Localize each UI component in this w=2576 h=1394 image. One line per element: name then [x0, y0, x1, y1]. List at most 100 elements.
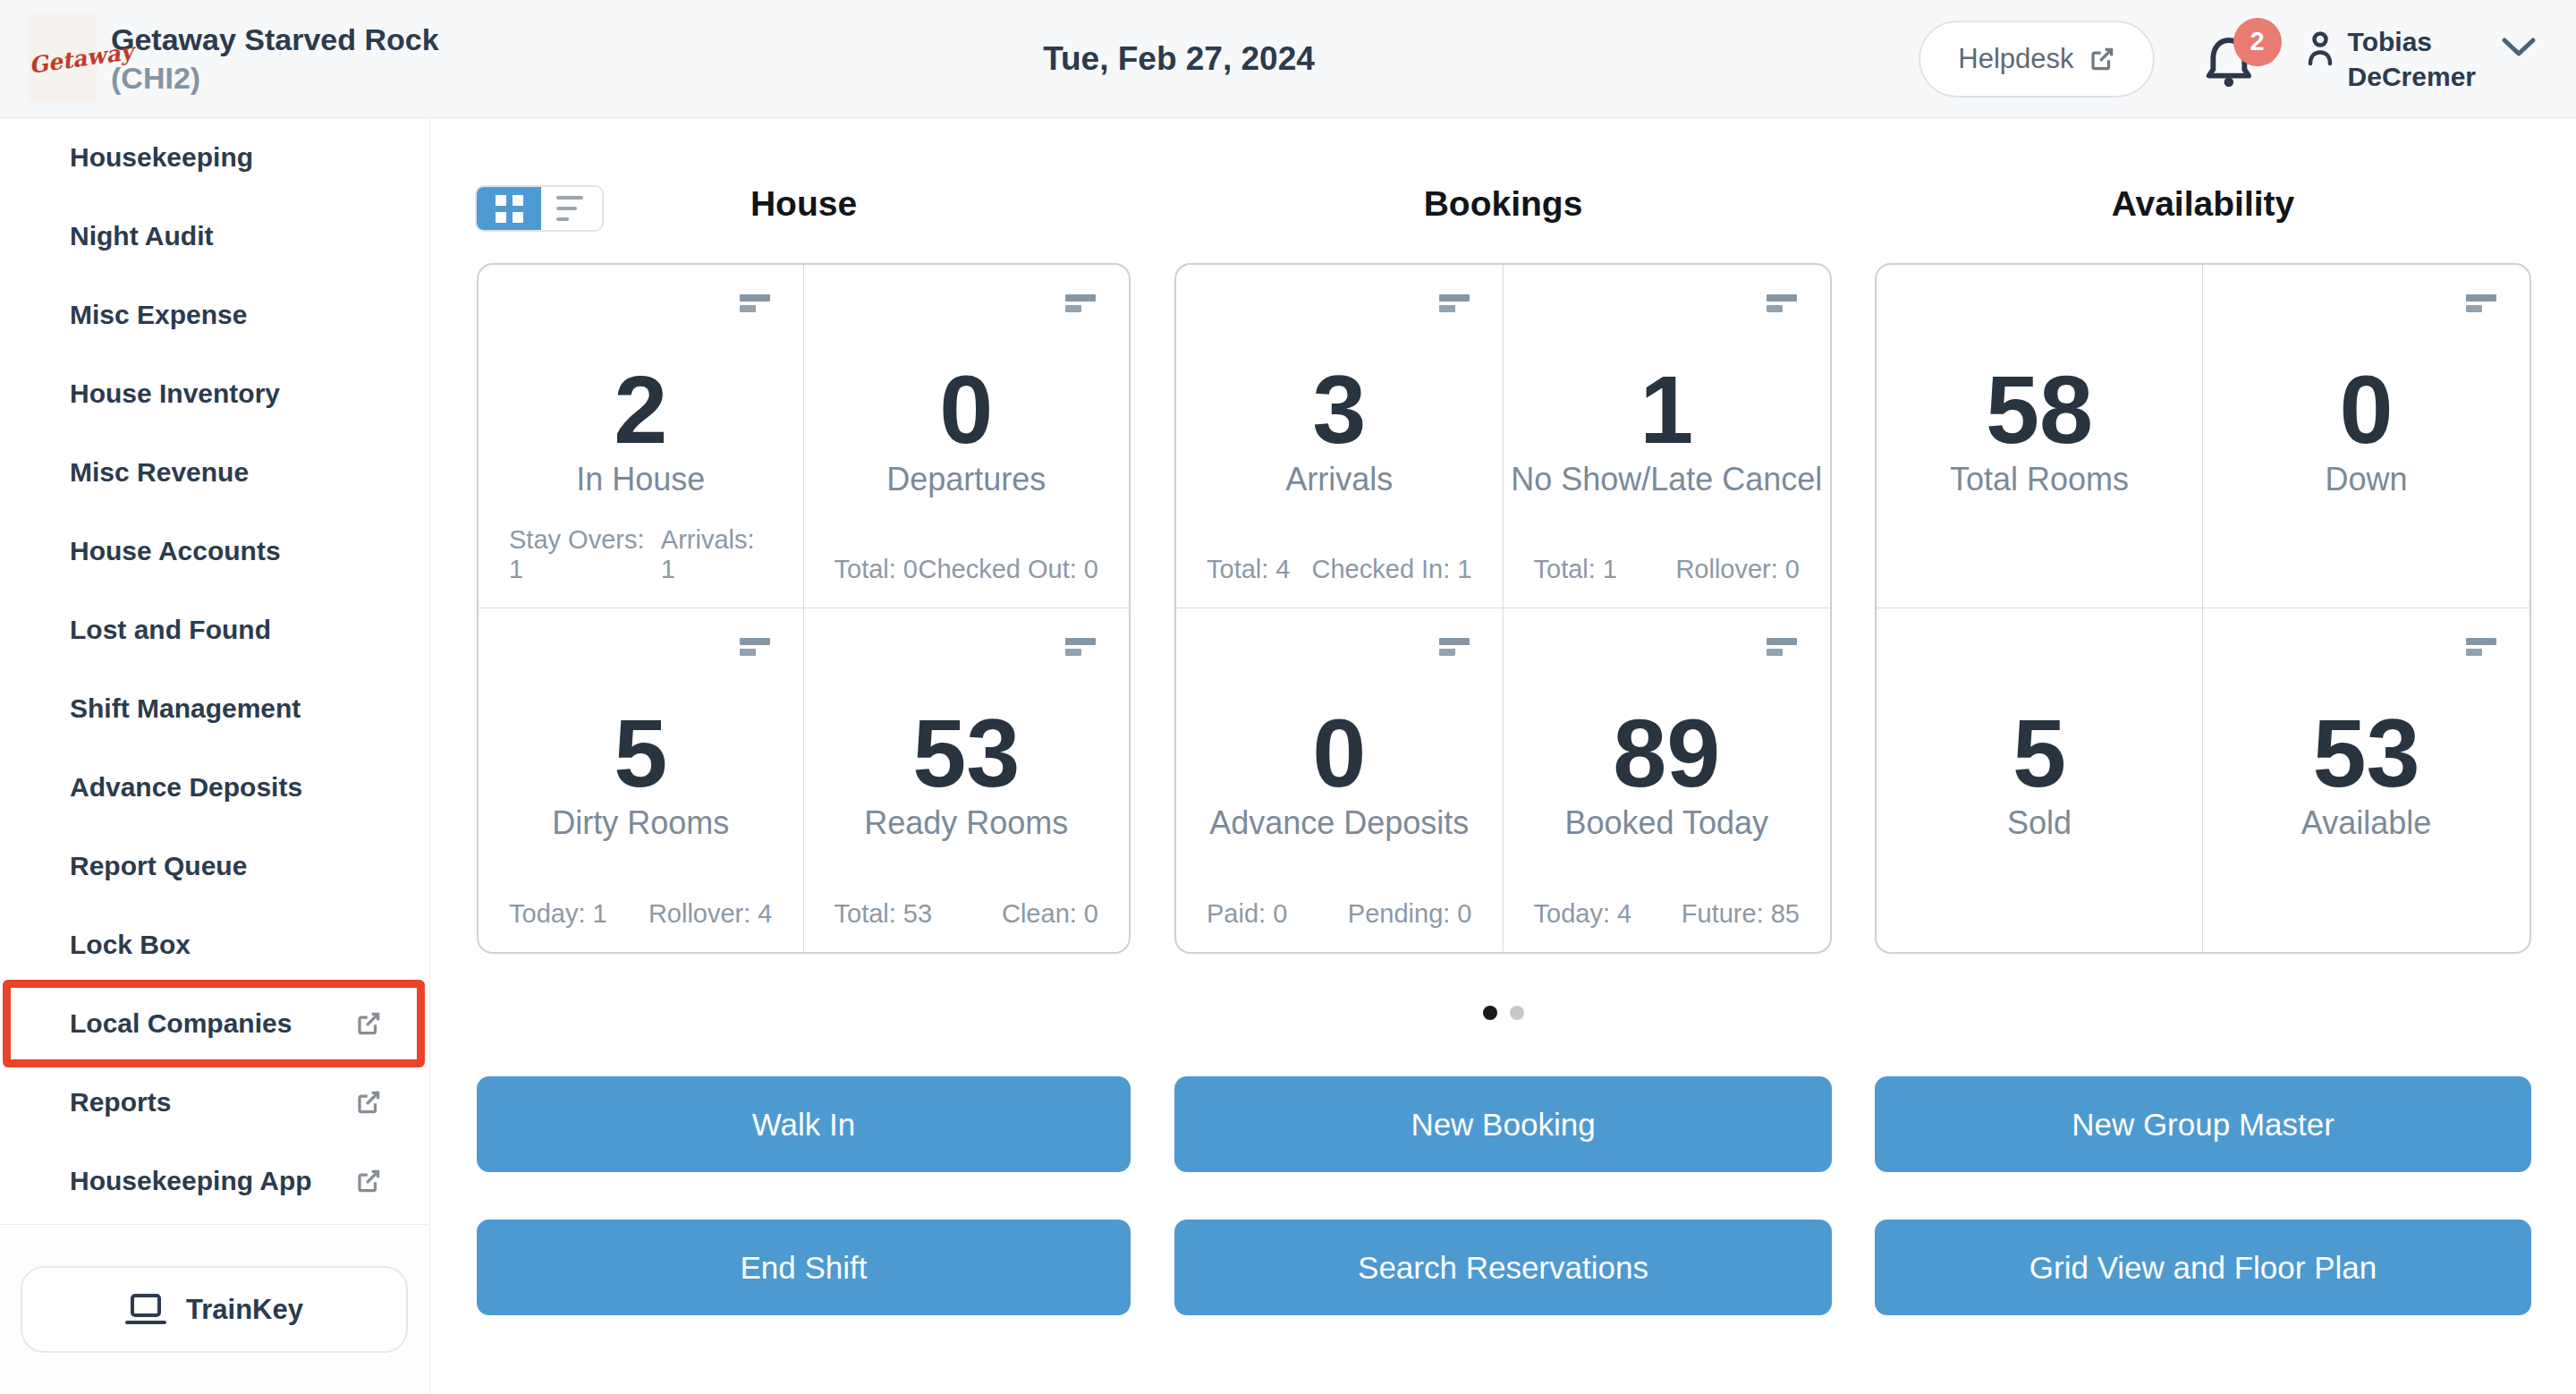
end-shift-button[interactable]: End Shift: [477, 1220, 1131, 1315]
user-last-name: DeCremer: [2348, 59, 2476, 94]
stat-card: 0 Down: [2203, 265, 2529, 608]
card-label: Ready Rooms: [804, 804, 1130, 842]
stat-card: 89 Booked Today Today: 4 Future: 85: [1504, 608, 1831, 952]
sidebar-item-reports[interactable]: Reports: [0, 1063, 428, 1142]
card-stats: Today: 4 Future: 85: [1534, 899, 1801, 929]
notifications-bell[interactable]: 2: [2205, 30, 2255, 88]
sidebar-item-advance-deposits[interactable]: Advance Deposits: [0, 748, 428, 827]
card-value: 1: [1504, 361, 1831, 458]
external-link-icon: [355, 1010, 382, 1037]
card-value: 53: [804, 705, 1130, 802]
card-stat-right: Clean: 0: [1002, 899, 1098, 929]
section-col-1: Bookings 3 Arrivals Total: 4 Checked In:…: [1174, 118, 1832, 1394]
sidebar-item-housekeeping-app[interactable]: Housekeeping App: [0, 1142, 428, 1220]
sidebar-item-shift-management[interactable]: Shift Management: [0, 669, 428, 748]
card-stats: Today: 1 Rollover: 4: [509, 899, 773, 929]
notification-badge: 2: [2233, 18, 2282, 66]
card-grid: 2 In House Stay Overs: 1 Arrivals: 1 0 D…: [477, 263, 1131, 954]
sidebar-item-night-audit[interactable]: Night Audit: [0, 197, 428, 276]
card-menu-icon[interactable]: [2466, 294, 2496, 312]
card-menu-icon[interactable]: [740, 294, 770, 312]
card-value: 0: [2203, 361, 2529, 458]
card-label: Sold: [1877, 804, 2202, 842]
sidebar-item-lock-box[interactable]: Lock Box: [0, 905, 428, 984]
card-label: Advance Deposits: [1176, 804, 1503, 842]
sidebar-item-house-accounts[interactable]: House Accounts: [0, 512, 428, 591]
page-dot[interactable]: [1483, 1006, 1497, 1020]
card-stat-right: Rollover: 4: [648, 899, 773, 929]
sidebar-item-label: Reports: [70, 1087, 171, 1118]
card-menu-icon[interactable]: [1767, 294, 1797, 312]
sidebar-item-label: Shift Management: [70, 693, 301, 724]
user-name: Tobias DeCremer: [2348, 24, 2476, 94]
getaway-logo: Getaway: [29, 15, 97, 103]
sidebar-item-label: Report Queue: [70, 851, 247, 881]
card-value: 0: [1176, 705, 1503, 802]
sidebar-item-label: Housekeeping App: [70, 1166, 312, 1196]
sidebar-item-house-inventory[interactable]: House Inventory: [0, 354, 428, 433]
card-stat-right: Rollover: 0: [1675, 555, 1800, 584]
sidebar-item-label: Advance Deposits: [70, 772, 302, 803]
grid-view-floor-plan-button[interactable]: Grid View and Floor Plan: [1875, 1220, 2531, 1315]
card-stat-right: Pending: 0: [1348, 899, 1472, 929]
walk-in-button[interactable]: Walk In: [477, 1076, 1131, 1172]
card-stats: Total: 1 Rollover: 0: [1534, 555, 1801, 584]
user-menu[interactable]: Tobias DeCremer: [2305, 24, 2537, 94]
external-link-icon: [355, 1168, 382, 1194]
sidebar-item-report-queue[interactable]: Report Queue: [0, 827, 428, 905]
card-value: 0: [804, 361, 1130, 458]
sidebar-item-misc-revenue[interactable]: Misc Revenue: [0, 433, 428, 512]
card-menu-icon[interactable]: [1439, 638, 1470, 656]
sidebar-item-lost-and-found[interactable]: Lost and Found: [0, 591, 428, 669]
stat-card: 58 Total Rooms: [1877, 265, 2203, 608]
sidebar: Housekeeping Night Audit Misc Expense Ho…: [0, 118, 430, 1394]
property-title: Getaway Starved Rock (CHI2): [111, 21, 439, 98]
card-menu-icon[interactable]: [2466, 638, 2496, 656]
card-grid: 58 Total Rooms 0 Down 5 Sold 53 Availabl…: [1875, 263, 2531, 954]
card-stats: Total: 4 Checked In: 1: [1207, 555, 1472, 584]
external-link-icon: [2089, 46, 2115, 72]
new-booking-button[interactable]: New Booking: [1174, 1076, 1832, 1172]
new-group-master-button[interactable]: New Group Master: [1875, 1076, 2531, 1172]
card-menu-icon[interactable]: [1065, 638, 1096, 656]
card-value: 5: [479, 705, 803, 802]
card-menu-icon[interactable]: [1439, 294, 1470, 312]
page-dot[interactable]: [1510, 1006, 1524, 1020]
card-stat-left: Total: 4: [1207, 555, 1291, 584]
stat-card: 1 No Show/Late Cancel Total: 1 Rollover:…: [1504, 265, 1831, 608]
sidebar-item-label: House Inventory: [70, 378, 280, 409]
sidebar-item-label: Lost and Found: [70, 615, 271, 645]
sidebar-item-housekeeping[interactable]: Housekeeping: [0, 118, 428, 197]
card-label: Down: [2203, 461, 2529, 498]
sidebar-item-local-companies[interactable]: Local Companies: [0, 984, 428, 1063]
card-menu-icon[interactable]: [740, 638, 770, 656]
card-stat-right: Arrivals: 1: [661, 525, 773, 584]
card-label: Dirty Rooms: [479, 804, 803, 842]
card-stats: Total: 53 Clean: 0: [835, 899, 1099, 929]
external-link-icon: [355, 1089, 382, 1116]
card-stat-right: Checked Out: 0: [919, 555, 1099, 584]
card-stats: Stay Overs: 1 Arrivals: 1: [509, 525, 773, 584]
stat-card: 53 Ready Rooms Total: 53 Clean: 0: [804, 608, 1130, 952]
helpdesk-button[interactable]: Helpdesk: [1919, 21, 2154, 98]
card-label: Booked Today: [1504, 804, 1831, 842]
stat-card: 5 Sold: [1877, 608, 2203, 952]
header-controls: Helpdesk 2 Tobias DeCr: [1919, 21, 2537, 98]
sidebar-item-label: Misc Revenue: [70, 457, 249, 488]
laptop-icon: [125, 1292, 166, 1328]
sidebar-nav: Housekeeping Night Audit Misc Expense Ho…: [0, 118, 428, 1224]
sidebar-footer: TrainKey: [0, 1224, 428, 1394]
card-value: 5: [1877, 705, 2202, 802]
chevron-down-icon[interactable]: [2501, 37, 2537, 58]
sidebar-item-misc-expense[interactable]: Misc Expense: [0, 276, 428, 354]
trainkey-button[interactable]: TrainKey: [21, 1266, 408, 1353]
card-menu-icon[interactable]: [1065, 294, 1096, 312]
card-menu-icon[interactable]: [1767, 638, 1797, 656]
sidebar-item-label: Night Audit: [70, 221, 214, 251]
stat-card: 0 Departures Total: 0 Checked Out: 0: [804, 265, 1130, 608]
card-stat-left: Today: 4: [1534, 899, 1632, 929]
trainkey-label: TrainKey: [186, 1294, 303, 1326]
search-reservations-button[interactable]: Search Reservations: [1174, 1220, 1832, 1315]
card-stat-left: Paid: 0: [1207, 899, 1287, 929]
card-stat-left: Total: 1: [1534, 555, 1618, 584]
